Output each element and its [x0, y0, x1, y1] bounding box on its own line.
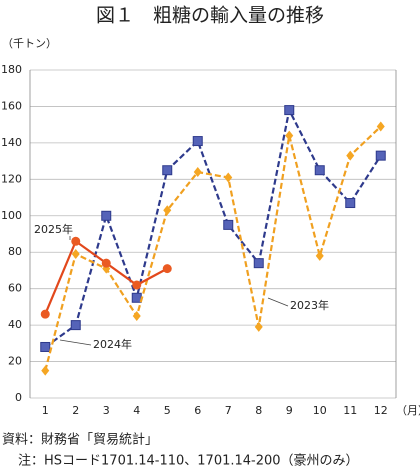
x-tick-label: 3	[103, 404, 110, 417]
x-tick-label: 5	[164, 404, 171, 417]
marker	[70, 320, 81, 331]
marker	[346, 150, 355, 161]
marker	[71, 249, 80, 260]
marker	[253, 258, 264, 269]
y-tick-label: 0	[15, 391, 22, 404]
marker	[162, 165, 173, 176]
series-label: 2023年	[290, 298, 329, 312]
leader-line	[267, 297, 289, 307]
y-axis-label: （千トン）	[2, 37, 57, 50]
y-tick-label: 40	[8, 318, 22, 331]
marker	[162, 264, 172, 274]
marker	[101, 210, 112, 221]
series-label: 2025年	[34, 222, 73, 236]
marker	[40, 341, 51, 352]
marker	[101, 258, 111, 268]
x-tick-label: 9	[286, 404, 293, 417]
marker	[40, 309, 50, 319]
marker	[285, 130, 294, 141]
marker	[223, 219, 234, 230]
y-tick-label: 180	[1, 63, 22, 76]
marker	[224, 172, 233, 183]
x-tick-label: 6	[194, 404, 201, 417]
marker	[41, 365, 50, 376]
y-tick-label: 100	[1, 209, 22, 222]
marker	[131, 292, 142, 303]
leader-line	[59, 339, 92, 346]
chart-title: 図１ 粗糖の輸入量の推移	[96, 5, 324, 27]
x-tick-label: 7	[225, 404, 232, 417]
marker	[132, 311, 141, 321]
note: 注：HSコード1701.14-110、1701.14-200（豪州のみ）	[18, 453, 359, 469]
marker	[71, 236, 81, 246]
x-tick-label: 1	[42, 404, 49, 417]
y-tick-label: 160	[1, 99, 22, 112]
y-tick-label: 60	[8, 282, 22, 295]
x-tick-label: 12	[374, 404, 388, 417]
x-tick-label: 4	[133, 404, 140, 417]
series-label: 2024年	[93, 337, 132, 351]
marker	[254, 321, 263, 332]
marker	[163, 205, 172, 216]
marker	[375, 150, 386, 161]
x-tick-label: 2	[72, 404, 79, 417]
x-tick-label: 10	[313, 404, 327, 417]
marker	[315, 250, 324, 261]
series-line	[44, 125, 382, 371]
marker	[314, 165, 325, 176]
marker	[193, 167, 202, 178]
y-tick-label: 80	[8, 245, 22, 258]
marker	[284, 105, 295, 116]
series-line	[44, 106, 382, 348]
marker	[132, 280, 142, 290]
x-axis-label: （月）	[396, 404, 420, 417]
y-tick-label: 120	[1, 172, 22, 185]
source: 資料：財務省「貿易統計」	[2, 432, 158, 448]
x-tick-label: 11	[343, 404, 357, 417]
marker	[192, 136, 203, 147]
marker	[345, 198, 356, 209]
y-tick-label: 140	[1, 136, 22, 149]
y-tick-label: 20	[8, 355, 22, 368]
marker	[376, 121, 385, 132]
x-tick-label: 8	[255, 404, 262, 417]
